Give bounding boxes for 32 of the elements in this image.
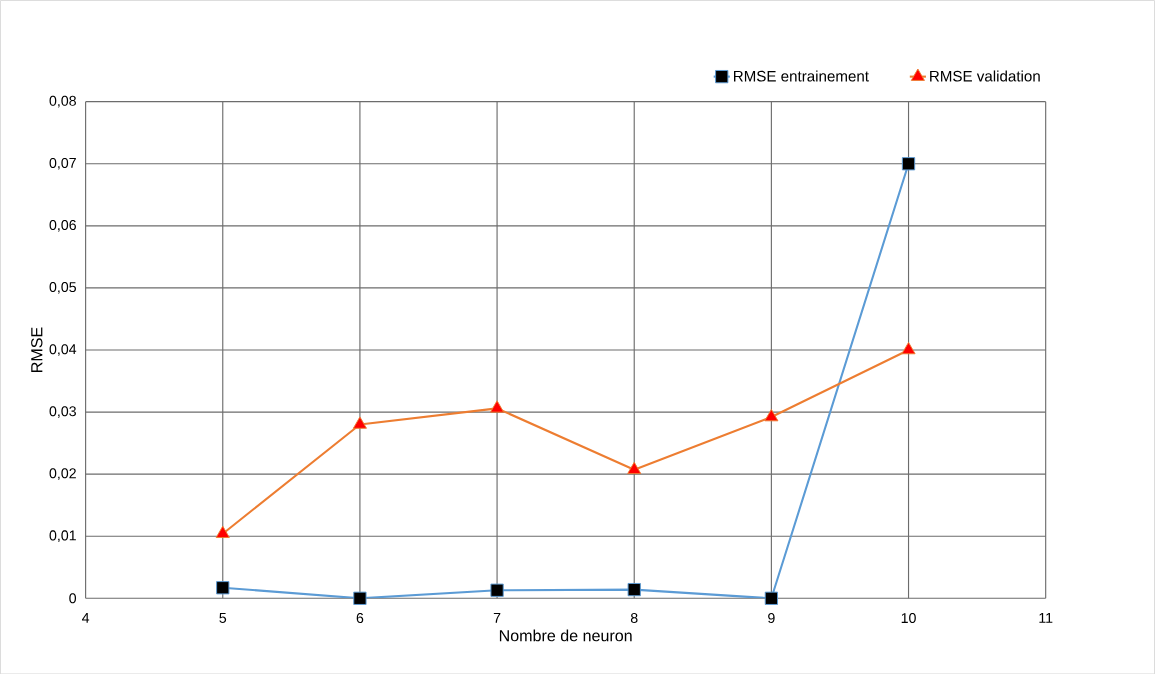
y-tick-label: 0,07 <box>49 157 76 170</box>
x-tick-label: 7 <box>493 612 501 623</box>
point <box>764 408 779 422</box>
point <box>901 341 916 355</box>
x-tick-label: 11 <box>1039 612 1053 623</box>
legend-label: RMSE entrainement <box>734 70 869 82</box>
y-tick-label: 0,06 <box>49 219 76 232</box>
point <box>215 525 230 538</box>
x-tick-label: 9 <box>768 612 775 623</box>
y-tick-label: 0 <box>69 593 77 604</box>
y-tick-label: 0,04 <box>49 343 77 356</box>
point <box>352 416 367 429</box>
y-tick-label: 0,05 <box>49 281 76 294</box>
x-axis-title: Nombre de neuron <box>499 629 632 642</box>
x-tick-label: 10 <box>901 612 916 623</box>
point <box>490 400 505 413</box>
y-tick-label: 0,02 <box>49 468 76 480</box>
point <box>353 591 367 605</box>
x-tick-label: 8 <box>630 612 638 623</box>
x-tick-label: 6 <box>356 612 364 623</box>
point <box>490 583 504 597</box>
point <box>216 580 230 595</box>
legend-label: RMSE validation <box>930 70 1040 82</box>
point <box>627 582 641 597</box>
point <box>764 591 779 605</box>
y-tick-label: 0,03 <box>49 405 76 418</box>
y-tick-label: 0,08 <box>49 95 76 108</box>
y-tick-label: 0,01 <box>49 530 76 542</box>
point <box>627 461 642 474</box>
y-axis-title: RMSE <box>31 327 43 372</box>
x-tick-label: 5 <box>219 612 227 623</box>
x-tick-label: 4 <box>81 612 90 623</box>
